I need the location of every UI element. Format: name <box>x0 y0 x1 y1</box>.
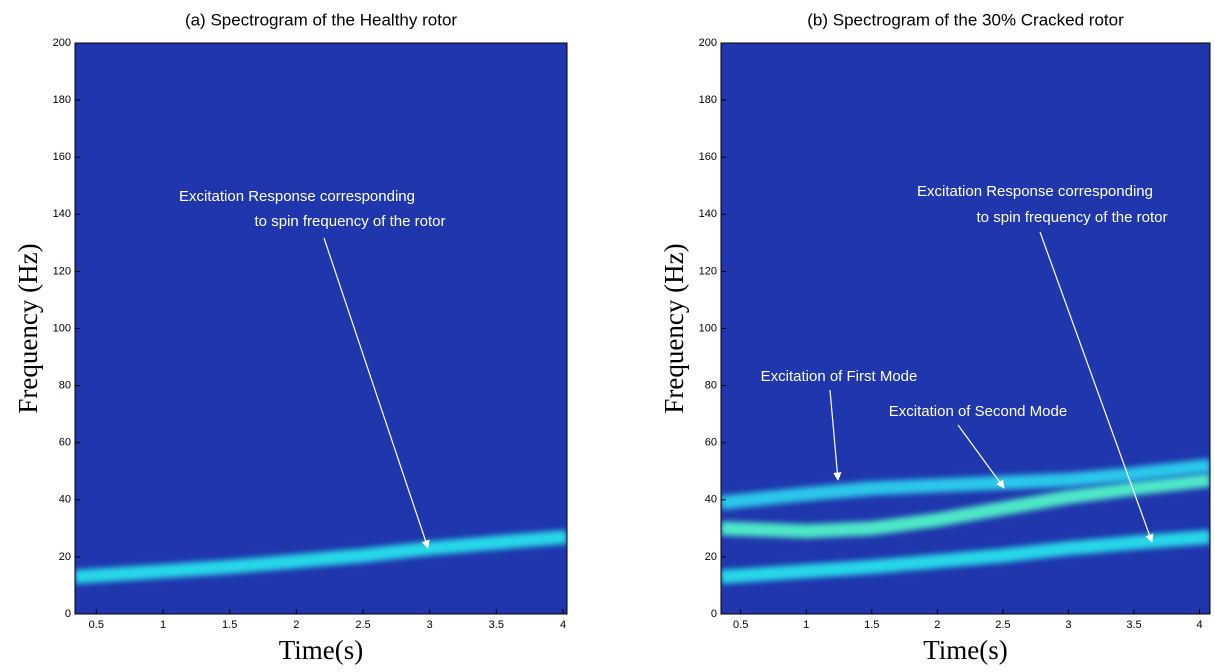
x-axis-label: Time(s) <box>923 635 1008 665</box>
y-axis-label: Frequency (Hz) <box>13 243 43 413</box>
x-tick-label: 2 <box>934 619 940 631</box>
x-tick-label: 2 <box>293 619 299 631</box>
y-tick-label: 60 <box>59 437 71 449</box>
x-tick-label: 3.5 <box>489 619 504 631</box>
y-tick-label: 0 <box>65 608 71 620</box>
x-tick-label: 2.5 <box>355 619 370 631</box>
chart-title: (a) Spectrogram of the Healthy rotor <box>185 10 457 29</box>
y-tick-label: 200 <box>53 37 71 49</box>
y-axis-label: Frequency (Hz) <box>659 243 689 413</box>
annotation: Excitation Response corresponding <box>179 188 415 205</box>
y-tick-label: 100 <box>699 322 717 334</box>
y-tick-label: 0 <box>711 608 717 620</box>
y-tick-label: 180 <box>699 94 717 106</box>
y-tick-label: 140 <box>699 208 717 220</box>
annotation-arrow <box>1039 231 1154 543</box>
y-tick-label: 80 <box>59 380 71 392</box>
y-tick-label: 100 <box>53 322 71 334</box>
annotation: Excitation of First Mode <box>761 368 918 385</box>
y-tick-label: 120 <box>699 265 717 277</box>
spectral-band <box>721 529 1210 584</box>
x-tick-label: 0.5 <box>733 619 748 631</box>
y-tick-label: 160 <box>53 151 71 163</box>
bands <box>721 458 1210 614</box>
spectral-band <box>721 458 1210 510</box>
y-tick-label: 140 <box>53 208 71 220</box>
x-tick-label: 1 <box>160 619 166 631</box>
y-tick-label: 200 <box>699 37 717 49</box>
x-tick-label: 3.5 <box>1126 619 1141 631</box>
x-tick-label: 0.5 <box>89 619 104 631</box>
y-tick-label: 160 <box>699 151 717 163</box>
y-tick-label: 40 <box>59 494 71 506</box>
x-tick-label: 3 <box>427 619 433 631</box>
annotation: Excitation of Second Mode <box>889 403 1067 420</box>
x-tick-label: 1 <box>803 619 809 631</box>
y-tick-label: 60 <box>705 437 717 449</box>
y-tick-label: 120 <box>53 265 71 277</box>
x-tick-label: 4 <box>560 619 566 631</box>
annotation-arrow <box>829 389 842 481</box>
chart-title: (b) Spectrogram of the 30% Cracked rotor <box>807 10 1124 29</box>
x-tick-label: 1.5 <box>222 619 237 631</box>
annotation-arrow <box>323 237 430 549</box>
y-tick-label: 20 <box>59 551 71 563</box>
annotation: Excitation Response corresponding <box>917 183 1153 200</box>
spectral-band <box>75 529 567 584</box>
y-tick-label: 180 <box>53 94 71 106</box>
x-axis-label: Time(s) <box>279 635 364 665</box>
x-tick-label: 2.5 <box>995 619 1010 631</box>
x-tick-label: 1.5 <box>864 619 879 631</box>
annotation: to spin frequency of the rotor <box>255 213 446 230</box>
y-tick-label: 80 <box>705 380 717 392</box>
y-tick-label: 20 <box>705 551 717 563</box>
y-tick-label: 40 <box>705 494 717 506</box>
bands <box>75 529 567 614</box>
annotation-arrow <box>957 424 1005 489</box>
spectral-band <box>721 472 1210 539</box>
x-tick-label: 4 <box>1196 619 1202 631</box>
annotation: to spin frequency of the rotor <box>977 209 1168 226</box>
plot-background <box>75 43 567 614</box>
x-tick-label: 3 <box>1065 619 1071 631</box>
